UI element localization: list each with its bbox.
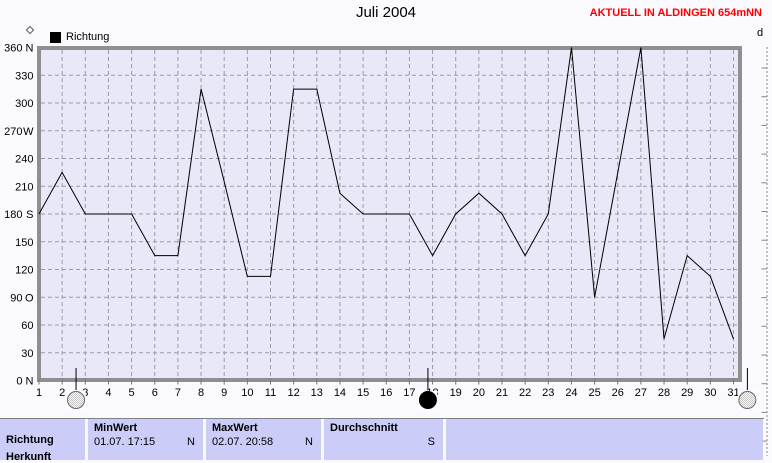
x-axis-labels: 1234567891011121314151617181920212223242… <box>36 387 740 399</box>
maxwert-direction: N <box>305 436 313 448</box>
y-tick-label: 360 <box>4 43 22 55</box>
new-moon-icon <box>418 391 437 409</box>
summary-next-row-label: Herkunft <box>6 451 52 463</box>
minwert-direction: N <box>187 436 195 448</box>
x-tick-label: 30 <box>704 387 716 399</box>
y-tick-label: 240 <box>15 154 33 166</box>
x-tick-label: 7 <box>175 387 181 399</box>
y-tick-label: 330 <box>15 70 33 82</box>
y-tick-label: 210 <box>15 181 33 193</box>
x-tick-label: 12 <box>288 387 300 399</box>
x-axis-ticks <box>38 378 734 385</box>
y-compass-label: W <box>23 126 34 138</box>
minwert-cell: MinWert 01.07. 17:15 N <box>88 419 203 460</box>
right-axis-fragment <box>761 47 768 456</box>
y-compass-label: N <box>26 43 34 55</box>
maxwert-header: MaxWert <box>212 422 258 434</box>
x-tick-label: 20 <box>473 387 485 399</box>
x-tick-label: 29 <box>681 387 693 399</box>
summary-row-label-cell: Richtung Herkunft <box>0 419 85 463</box>
y-compass-label: O <box>25 292 34 304</box>
page-title: Juli 2004 <box>355 4 417 21</box>
x-tick-label: 24 <box>565 387 577 399</box>
y-tick-label: 180 <box>4 209 22 221</box>
x-tick-label: 4 <box>105 387 111 399</box>
summary-row-label: Richtung <box>6 434 54 446</box>
x-tick-label: 31 <box>727 387 739 399</box>
y-compass-label: S <box>26 209 33 221</box>
maxwert-timestamp: 02.07. 20:58 <box>212 436 274 448</box>
x-tick-label: 17 <box>403 387 415 399</box>
full-moon-icon <box>67 391 86 409</box>
x-tick-label: 26 <box>612 387 624 399</box>
summary-table: Richtung Herkunft MinWert 01.07. 17:15 N… <box>0 418 764 463</box>
y-tick-label: 60 <box>21 320 33 332</box>
station-banner: AKTUELL IN ALDINGEN 654mNN <box>589 7 762 19</box>
x-tick-label: 25 <box>588 387 600 399</box>
y-tick-label: 270 <box>4 126 22 138</box>
x-tick-label: 6 <box>152 387 158 399</box>
legend-label: Richtung <box>66 31 110 43</box>
x-tick-label: 2 <box>59 387 65 399</box>
y-tick-label: 120 <box>15 265 33 277</box>
summary-empty-cell <box>446 419 763 460</box>
x-tick-label: 5 <box>129 387 135 399</box>
x-tick-label: 16 <box>380 387 392 399</box>
x-tick-label: 8 <box>198 387 204 399</box>
y-tick-label: 30 <box>21 348 33 360</box>
maxwert-cell: MaxWert 02.07. 20:58 N <box>206 419 321 460</box>
x-tick-label: 14 <box>334 387 346 399</box>
y-tick-label: 150 <box>15 237 33 249</box>
minwert-timestamp: 01.07. 17:15 <box>94 436 156 448</box>
series-color-swatch-icon <box>50 31 61 43</box>
durchschnitt-cell: Durchschnitt S <box>324 419 443 460</box>
y-compass-label: N <box>26 376 34 388</box>
richtung-line <box>38 47 734 340</box>
right-axis-fragment-label: d <box>757 27 764 39</box>
x-tick-label: 11 <box>265 387 276 399</box>
x-tick-label: 19 <box>450 387 462 399</box>
x-tick-label: 10 <box>241 387 253 399</box>
x-tick-label: 27 <box>635 387 647 399</box>
x-tick-label: 21 <box>496 387 508 399</box>
y-tick-label: 90 <box>10 292 22 304</box>
full-moon-icon <box>738 391 757 409</box>
x-tick-label: 28 <box>658 387 670 399</box>
y-tick-label: 0 <box>16 376 22 388</box>
x-tick-label: 9 <box>221 387 227 399</box>
gridlines <box>41 50 737 378</box>
durchschnitt-header: Durchschnitt <box>330 422 398 434</box>
y-tick-label: 300 <box>15 98 33 110</box>
x-tick-label: 15 <box>357 387 369 399</box>
x-tick-label: 23 <box>542 387 554 399</box>
minwert-header: MinWert <box>94 422 138 434</box>
chart-legend: Richtung <box>50 31 109 43</box>
x-tick-label: 22 <box>519 387 531 399</box>
durchschnitt-value: S <box>427 436 435 448</box>
x-tick-label: 1 <box>36 387 42 399</box>
x-tick-label: 13 <box>311 387 323 399</box>
